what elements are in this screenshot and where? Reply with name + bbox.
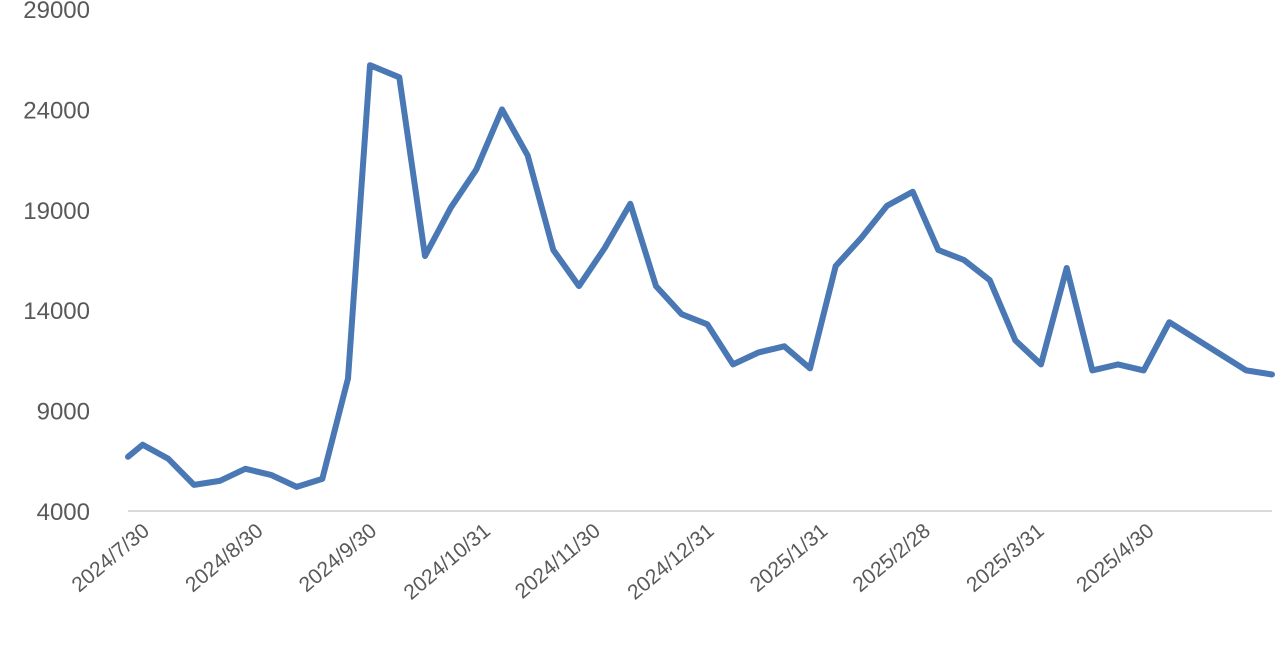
x-tick-label: 2025/2/28 [849, 519, 935, 597]
y-tick-label: 19000 [23, 198, 90, 225]
x-tick-label: 2024/9/30 [295, 519, 381, 597]
y-tick-label: 9000 [37, 399, 90, 426]
x-tick-label: 2024/10/31 [400, 519, 495, 604]
x-tick-label: 2025/3/31 [962, 519, 1048, 597]
x-tick-label: 2024/11/30 [511, 519, 605, 603]
y-tick-label: 4000 [37, 499, 90, 526]
y-tick-label: 14000 [23, 298, 90, 325]
y-tick-label: 29000 [23, 0, 90, 24]
x-tick-label: 2024/7/30 [68, 519, 154, 597]
x-tick-label: 2025/4/30 [1072, 519, 1158, 597]
plot-area [125, 62, 1275, 490]
y-tick-label: 24000 [23, 97, 90, 124]
series-line [125, 62, 1275, 490]
x-tick-label: 2024/8/30 [181, 519, 267, 597]
x-tick-label: 2024/12/31 [623, 519, 718, 604]
x-tick-label: 2025/1/31 [746, 519, 832, 597]
x-axis-ticks: 2024/7/30 2024/8/30 2024/9/30 2024/10/31 202… [68, 519, 1159, 604]
y-axis-ticks: 4000 9000 14000 19000 24000 29000 [23, 0, 90, 526]
